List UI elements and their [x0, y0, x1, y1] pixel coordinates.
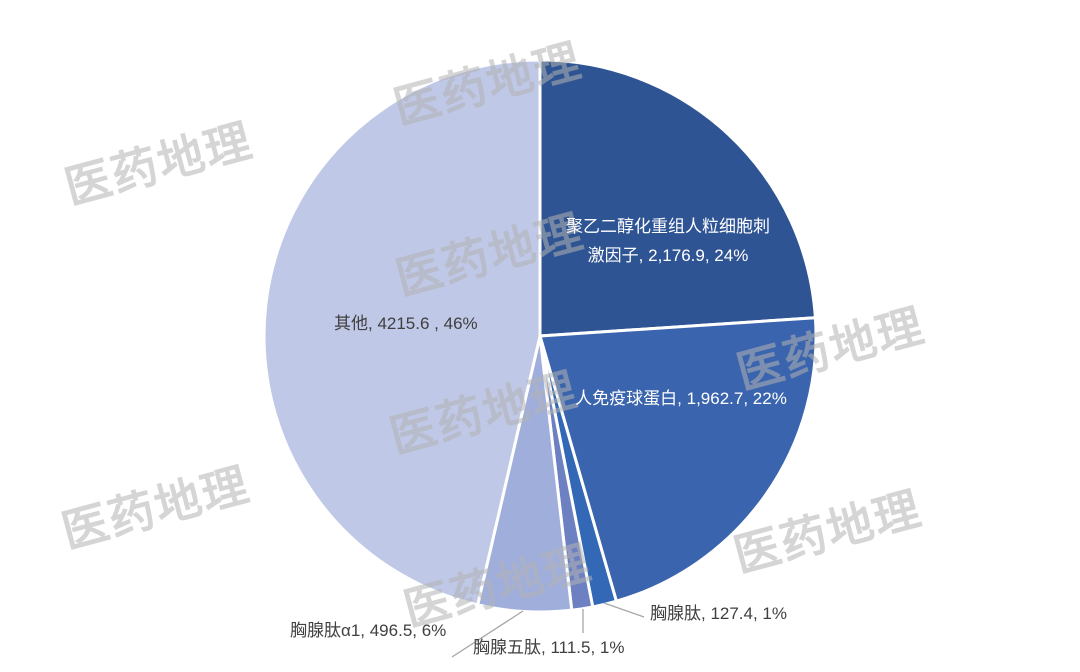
pie-slice-5[interactable]	[262, 58, 542, 607]
leader-line-thymosin-a1	[451, 610, 524, 658]
pie-slice-1[interactable]	[538, 316, 818, 603]
pie-slice-0[interactable]	[538, 58, 817, 338]
leader-line-thymosin	[603, 602, 645, 618]
